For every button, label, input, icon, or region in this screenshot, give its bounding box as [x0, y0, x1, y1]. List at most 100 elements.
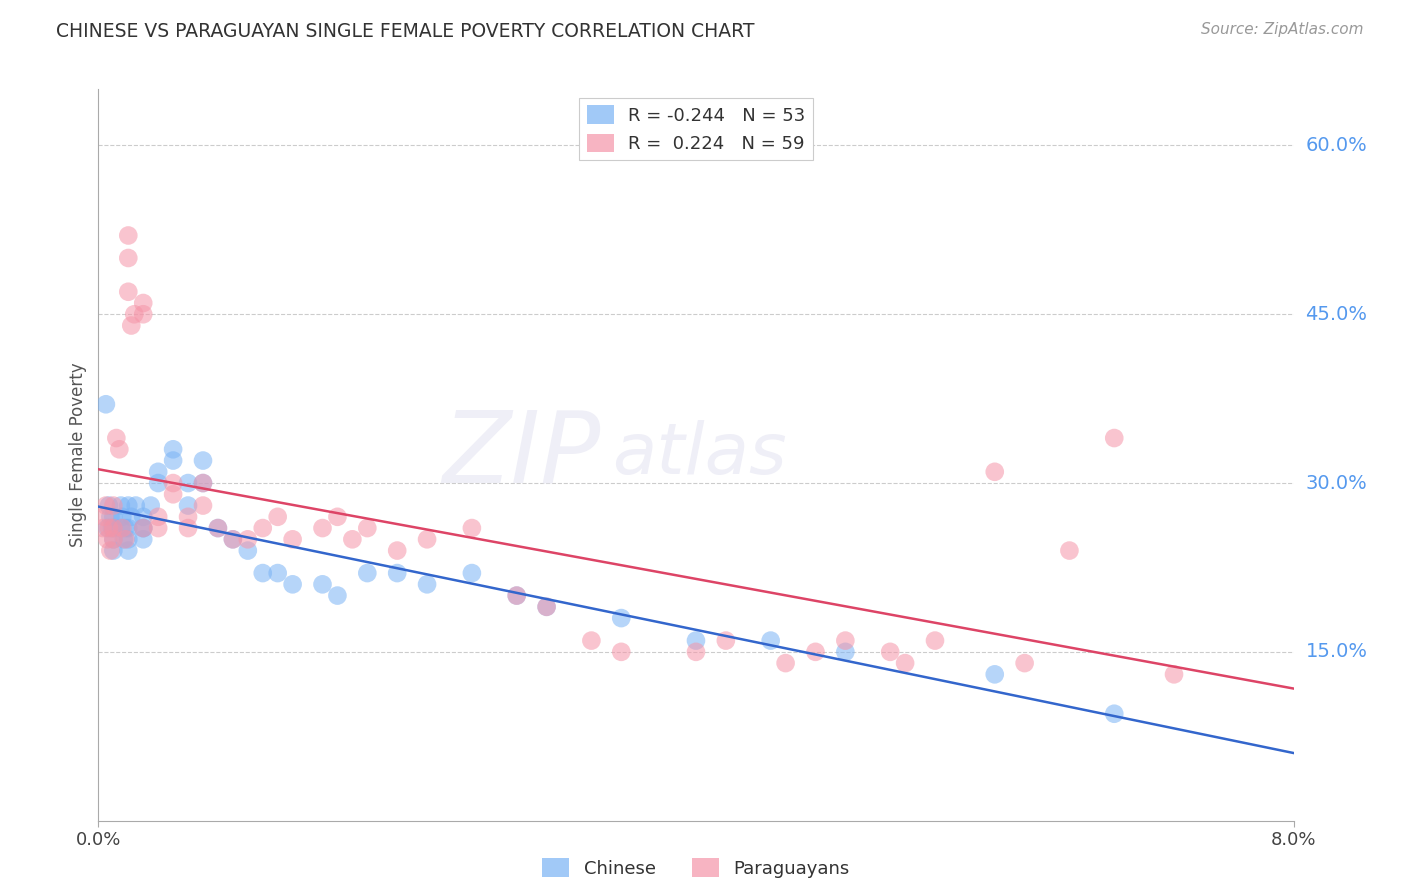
Point	[132, 296, 155, 310]
Point	[311, 577, 333, 591]
Y-axis label: Single Female Poverty: Single Female Poverty	[69, 363, 87, 547]
Point	[834, 645, 856, 659]
Point	[983, 465, 1005, 479]
Text: 30.0%: 30.0%	[1305, 474, 1367, 492]
Point	[252, 566, 274, 580]
Point	[326, 589, 349, 603]
Point	[461, 521, 484, 535]
Point	[101, 521, 124, 535]
Point	[385, 566, 409, 580]
Point	[894, 656, 917, 670]
Point	[117, 499, 139, 513]
Point	[252, 521, 274, 535]
Point	[132, 521, 155, 535]
Point	[177, 521, 200, 535]
Point	[96, 533, 118, 547]
Point	[117, 521, 139, 535]
Point	[236, 533, 259, 547]
Point	[536, 599, 558, 614]
Text: atlas: atlas	[612, 420, 787, 490]
Point	[416, 577, 439, 591]
Point	[834, 633, 856, 648]
Point	[111, 521, 134, 535]
Point	[536, 599, 558, 614]
Point	[162, 453, 184, 467]
Point	[1102, 706, 1125, 721]
Point	[124, 307, 146, 321]
Point	[97, 521, 120, 535]
Point	[114, 533, 136, 547]
Point	[983, 667, 1005, 681]
Point	[108, 442, 131, 457]
Point	[416, 533, 439, 547]
Point	[356, 521, 378, 535]
Point	[91, 521, 114, 535]
Point	[385, 543, 409, 558]
Point	[267, 566, 290, 580]
Point	[610, 645, 633, 659]
Point	[804, 645, 827, 659]
Point	[94, 499, 117, 513]
Point	[177, 509, 200, 524]
Text: Source: ZipAtlas.com: Source: ZipAtlas.com	[1201, 22, 1364, 37]
Point	[103, 521, 125, 535]
Point	[103, 533, 125, 547]
Point	[461, 566, 484, 580]
Point	[148, 509, 170, 524]
Point	[191, 453, 214, 467]
Point	[267, 509, 290, 524]
Point	[132, 509, 155, 524]
Point	[1102, 431, 1125, 445]
Point	[110, 521, 132, 535]
Point	[117, 228, 139, 243]
Point	[162, 476, 184, 491]
Point	[148, 521, 170, 535]
Text: CHINESE VS PARAGUAYAN SINGLE FEMALE POVERTY CORRELATION CHART: CHINESE VS PARAGUAYAN SINGLE FEMALE POVE…	[56, 22, 755, 41]
Point	[132, 307, 155, 321]
Point	[110, 499, 132, 513]
Point	[222, 533, 245, 547]
Point	[207, 521, 229, 535]
Point	[103, 509, 125, 524]
Point	[97, 499, 120, 513]
Point	[98, 509, 122, 524]
Text: ZIP: ZIP	[441, 407, 600, 503]
Point	[356, 566, 378, 580]
Text: 60.0%: 60.0%	[1305, 136, 1367, 155]
Point	[112, 533, 135, 547]
Point	[924, 633, 946, 648]
Point	[120, 318, 142, 333]
Point	[342, 533, 364, 547]
Point	[879, 645, 901, 659]
Point	[191, 476, 214, 491]
Point	[114, 521, 136, 535]
Point	[191, 499, 214, 513]
Point	[177, 499, 200, 513]
Point	[103, 521, 125, 535]
Point	[759, 633, 782, 648]
Point	[207, 521, 229, 535]
Point	[311, 521, 333, 535]
Point	[148, 465, 170, 479]
Point	[98, 543, 122, 558]
Point	[132, 521, 155, 535]
Point	[281, 577, 304, 591]
Legend: Chinese, Paraguayans: Chinese, Paraguayans	[536, 851, 856, 885]
Point	[581, 633, 603, 648]
Point	[93, 509, 115, 524]
Point	[610, 611, 633, 625]
Point	[96, 521, 118, 535]
Point	[117, 543, 139, 558]
Point	[775, 656, 797, 670]
Point	[117, 251, 139, 265]
Text: 45.0%: 45.0%	[1305, 305, 1368, 324]
Point	[103, 533, 125, 547]
Point	[148, 476, 170, 491]
Text: 15.0%: 15.0%	[1305, 642, 1368, 661]
Point	[132, 521, 155, 535]
Point	[506, 589, 529, 603]
Point	[1163, 667, 1185, 681]
Point	[326, 509, 349, 524]
Point	[105, 431, 128, 445]
Point	[120, 509, 142, 524]
